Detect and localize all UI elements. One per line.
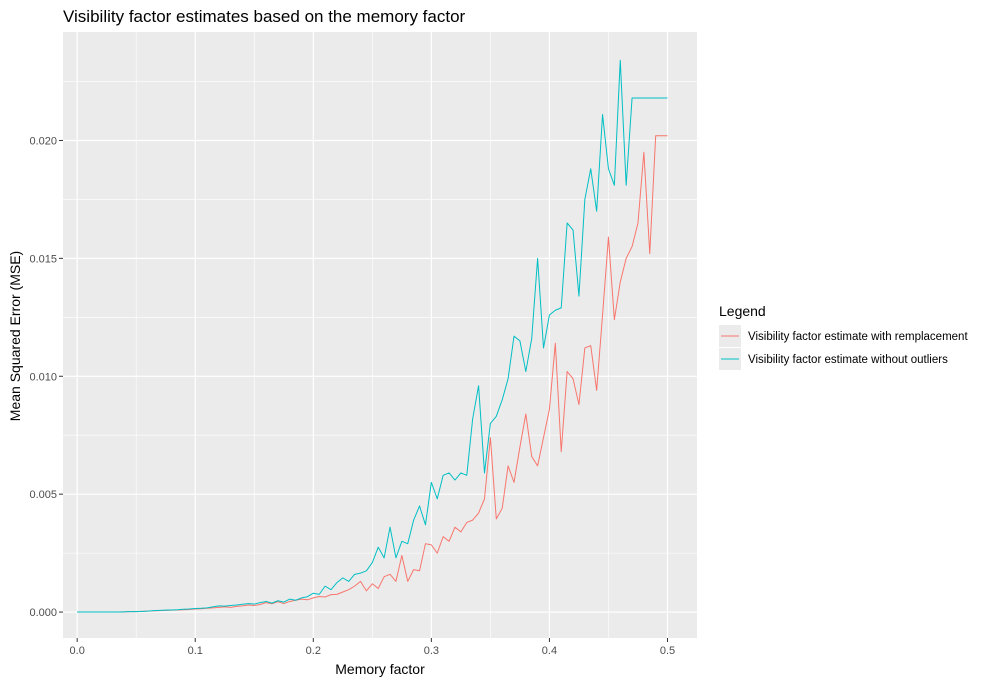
y-tick-label: 0.010 <box>29 371 57 383</box>
x-tick-label: 0.5 <box>660 645 675 657</box>
y-axis-title: Mean Squared Error (MSE) <box>7 251 23 421</box>
y-tick-label: 0.015 <box>29 253 57 265</box>
x-tick-label: 0.2 <box>306 645 321 657</box>
legend: Legend Visibility factor estimate with r… <box>719 303 968 370</box>
legend-label-2: Visibility factor estimate without outli… <box>748 354 948 366</box>
legend-label-1: Visibility factor estimate with remplace… <box>748 331 968 343</box>
chart-title: Visibility factor estimates based on the… <box>63 7 466 26</box>
y-tick-label: 0.020 <box>29 135 57 147</box>
y-tick-label: 0.000 <box>29 607 57 619</box>
legend-title: Legend <box>719 303 766 319</box>
x-tick-label: 0.0 <box>70 645 85 657</box>
series-line-2 <box>77 59 668 613</box>
x-tick-label: 0.1 <box>188 645 203 657</box>
y-tick-label: 0.005 <box>29 489 57 501</box>
x-tick-label: 0.4 <box>542 645 557 657</box>
panel-background <box>63 32 697 638</box>
x-axis-title: Memory factor <box>335 661 425 677</box>
x-tick-label: 0.3 <box>424 645 439 657</box>
plot-panel: 0.0 0.1 0.2 0.3 0.4 0.5 0.000 0.005 0.010 0.015 0.… <box>29 32 727 657</box>
